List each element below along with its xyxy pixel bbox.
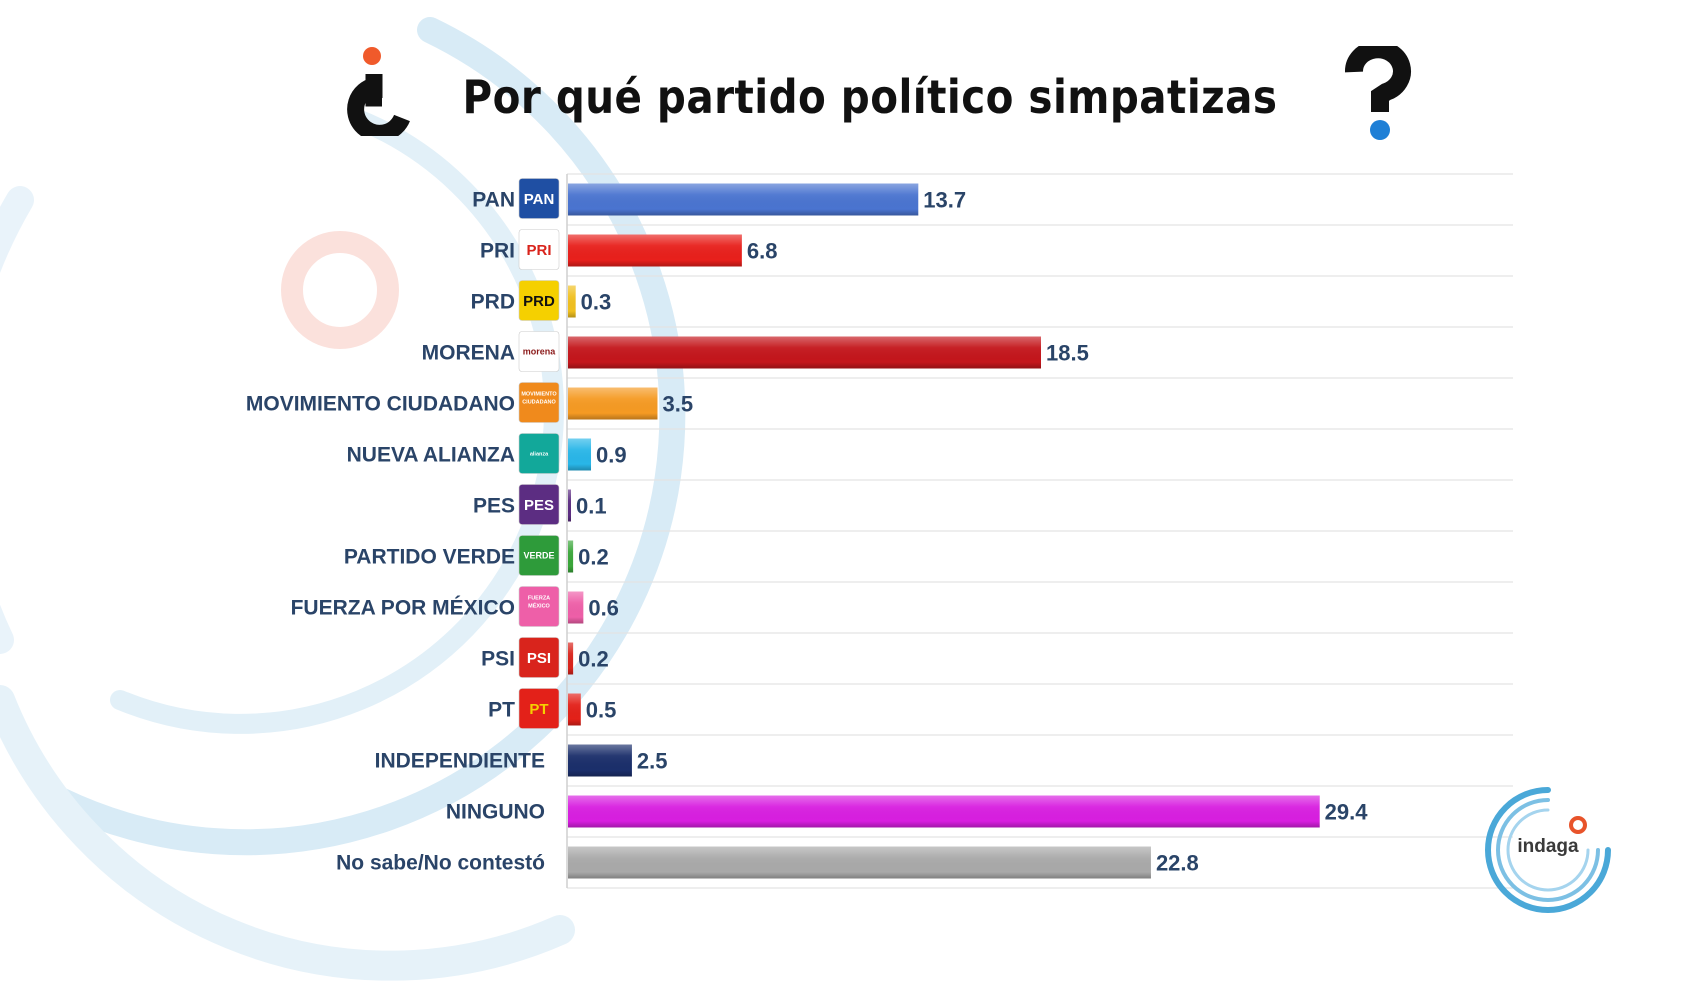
- value-label-partido-verde: 0.2: [578, 545, 609, 570]
- bar-gloss-no-sabe-no-contesto: [568, 846, 1151, 879]
- chart-title: Por qué partido político simpatizas: [462, 70, 1278, 124]
- bar-gloss-ninguno: [568, 795, 1320, 828]
- pan-logo-icon: [518, 178, 560, 219]
- category-label-no-sabe-no-contesto: No sabe/No contestó: [336, 852, 545, 875]
- value-label-psi: 0.2: [578, 647, 609, 672]
- value-label-pri: 6.8: [747, 239, 778, 264]
- category-label-morena: MORENA: [422, 342, 515, 365]
- prd-logo-icon-text: PRD: [523, 293, 555, 310]
- mc-logo-icon-text: CIUDADANO: [522, 400, 556, 406]
- value-label-pt: 0.5: [586, 698, 617, 723]
- verde-logo-icon: [518, 535, 560, 576]
- mc-logo-icon: [518, 382, 560, 423]
- category-label-pri: PRI: [480, 240, 515, 263]
- category-label-pt: PT: [488, 699, 515, 722]
- inverted-question-mark-icon: [347, 47, 410, 136]
- bar-gloss-nueva-alianza: [568, 438, 592, 471]
- value-label-independiente: 2.5: [637, 749, 668, 774]
- nueva-alianza-logo-icon: [518, 433, 560, 474]
- value-label-ninguno: 29.4: [1325, 800, 1369, 825]
- bar-gloss-psi: [568, 642, 574, 675]
- value-label-prd: 0.3: [581, 290, 612, 315]
- watermark-text: indaga: [1517, 836, 1579, 857]
- fuerza-mexico-logo-icon-text: MÉXICO: [528, 602, 550, 610]
- bar-gloss-morena: [568, 336, 1041, 369]
- bar-gloss-movimiento-ciudadano: [568, 387, 658, 420]
- category-label-nueva-alianza: NUEVA ALIANZA: [347, 444, 515, 467]
- pan-logo-icon-text: PAN: [524, 191, 555, 208]
- value-label-movimiento-ciudadano: 3.5: [662, 392, 693, 417]
- category-label-ninguno: NINGUNO: [446, 801, 545, 824]
- indaga-watermark-logo: indaga: [1485, 787, 1611, 913]
- watermark-accent-icon: [1569, 816, 1587, 834]
- value-label-morena: 18.5: [1046, 341, 1089, 366]
- pes-logo-icon: [518, 484, 560, 525]
- value-label-pan: 13.7: [923, 188, 966, 213]
- bar-gloss-partido-verde: [568, 540, 574, 573]
- value-label-no-sabe-no-contesto: 22.8: [1156, 851, 1199, 876]
- bar-gloss-pes: [568, 489, 571, 522]
- value-label-fuerza-por-mexico: 0.6: [588, 596, 619, 621]
- category-label-prd: PRD: [471, 291, 515, 314]
- pt-logo-icon-text: PT: [529, 701, 548, 718]
- pri-logo-icon: [518, 229, 560, 270]
- psi-logo-icon: [518, 637, 560, 678]
- morena-logo-icon-text: morena: [523, 347, 557, 357]
- pt-logo-icon: [518, 688, 560, 729]
- prd-logo-icon: [518, 280, 560, 321]
- category-label-fuerza-por-mexico: FUERZA POR MÉXICO: [291, 597, 515, 620]
- fuerza-mexico-logo-icon-text: FUERZA: [528, 596, 550, 602]
- pes-logo-icon-text: PES: [524, 497, 554, 514]
- category-label-pes: PES: [473, 495, 515, 518]
- bar-gloss-pan: [568, 183, 919, 216]
- bar-gloss-prd: [568, 285, 576, 318]
- category-label-independiente: INDEPENDIENTE: [375, 750, 545, 773]
- fuerza-mexico-logo-icon: [518, 586, 560, 627]
- bar-gloss-pt: [568, 693, 581, 726]
- question-mark-icon: [1345, 46, 1411, 140]
- morena-logo-icon: [518, 331, 560, 372]
- pri-logo-icon-text: PRI: [526, 242, 551, 259]
- bar-gloss-independiente: [568, 744, 632, 777]
- value-label-pes: 0.1: [576, 494, 607, 519]
- value-label-nueva-alianza: 0.9: [596, 443, 627, 468]
- psi-logo-icon-text: PSI: [527, 650, 551, 667]
- bar-gloss-pri: [568, 234, 742, 267]
- category-label-movimiento-ciudadano: MOVIMIENTO CIUDADANO: [246, 393, 515, 416]
- category-label-partido-verde: PARTIDO VERDE: [344, 546, 515, 569]
- verde-logo-icon-text: VERDE: [523, 551, 554, 561]
- nueva-alianza-logo-icon-text: alianza: [530, 451, 549, 457]
- mc-logo-icon-text: MOVIMIENTO: [521, 392, 557, 398]
- bar-gloss-fuerza-por-mexico: [568, 591, 584, 624]
- category-label-psi: PSI: [481, 648, 515, 671]
- category-label-pan: PAN: [472, 189, 515, 212]
